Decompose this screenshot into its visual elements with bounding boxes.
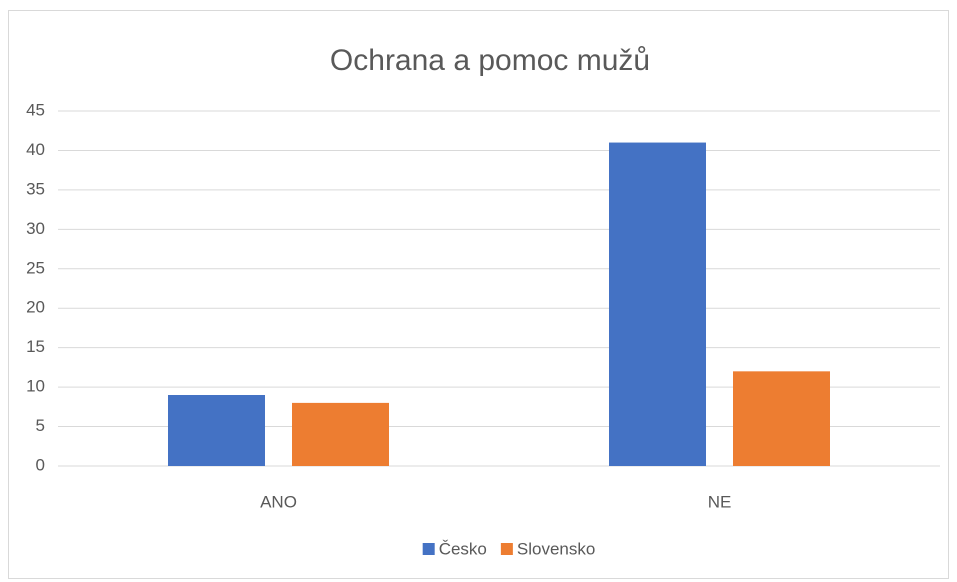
legend-label: Slovensko <box>517 539 595 558</box>
x-tick-label: ANO <box>260 492 297 511</box>
y-tick-label: 15 <box>26 337 45 356</box>
y-tick-label: 5 <box>36 416 45 435</box>
y-tick-label: 45 <box>26 100 45 119</box>
bar <box>168 395 265 466</box>
y-tick-label: 35 <box>26 179 45 198</box>
y-tick-label: 30 <box>26 219 45 238</box>
y-tick-label: 0 <box>36 455 45 474</box>
legend-label: Česko <box>439 539 487 558</box>
legend-swatch <box>500 543 513 555</box>
bar <box>292 402 389 466</box>
y-tick-label: 10 <box>26 377 45 396</box>
chart-border <box>8 10 949 579</box>
chart-title: Ochrana a pomoc mužů <box>330 44 650 77</box>
y-tick-label: 40 <box>26 140 45 159</box>
x-tick-label: NE <box>708 492 732 511</box>
bar <box>733 371 830 466</box>
y-tick-label: 25 <box>26 258 45 277</box>
bar <box>609 142 706 467</box>
legend-swatch <box>422 543 435 555</box>
y-tick-label: 20 <box>26 298 45 317</box>
